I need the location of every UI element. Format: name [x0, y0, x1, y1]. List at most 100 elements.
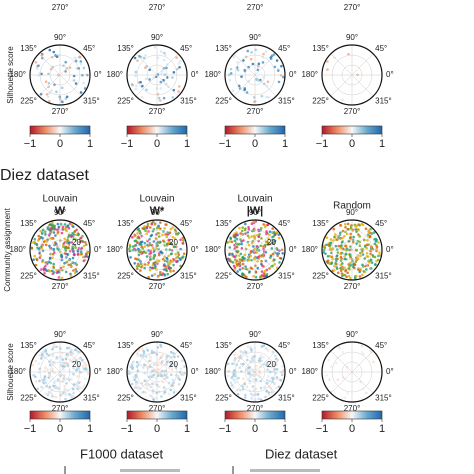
point [341, 274, 344, 278]
point [260, 262, 263, 266]
point [238, 264, 242, 268]
grid-spoke [59, 74, 82, 97]
point [337, 236, 341, 239]
point [65, 95, 69, 99]
angle-label: 225° [312, 393, 329, 402]
point [147, 275, 150, 279]
point [249, 392, 253, 396]
point [170, 252, 173, 255]
point [75, 233, 78, 237]
point [171, 351, 175, 355]
point [47, 81, 51, 85]
point [55, 90, 58, 94]
point [341, 351, 345, 354]
point [38, 367, 42, 371]
point [79, 62, 83, 66]
point [172, 378, 175, 382]
point [240, 242, 243, 246]
colorbar-tick-label: 0 [154, 138, 160, 150]
polar-plot: 90° 45° 0° 315° 270° 225° 180° 135° [301, 33, 393, 116]
point [336, 251, 340, 254]
point [373, 231, 376, 234]
point [234, 233, 238, 237]
point [34, 359, 38, 363]
point [133, 378, 136, 381]
point [60, 276, 64, 280]
angle-label: 0° [191, 70, 199, 79]
point [47, 85, 50, 89]
polar-plot: 90° 45° 0° 315° 270° 225° 180° 135° [204, 330, 296, 413]
point [233, 357, 237, 360]
point [250, 359, 253, 363]
point [255, 248, 259, 252]
point [56, 222, 60, 226]
point [64, 270, 68, 274]
point [181, 242, 185, 245]
point [245, 275, 248, 279]
grid-spoke [135, 371, 158, 394]
point [239, 350, 243, 353]
point [74, 82, 78, 85]
point [364, 227, 368, 231]
point [378, 253, 382, 257]
point [156, 372, 160, 375]
section-title: Diez dataset [0, 167, 89, 184]
point [252, 357, 256, 360]
point [265, 389, 269, 393]
point [233, 362, 236, 365]
point [128, 379, 132, 383]
point [139, 363, 143, 367]
angle-label: 90° [249, 330, 261, 339]
point [44, 381, 47, 384]
point [67, 243, 71, 246]
point [176, 374, 180, 378]
point [339, 246, 342, 250]
point [151, 388, 155, 392]
grid-spoke [233, 74, 256, 97]
point [134, 70, 138, 74]
colorbar-tick-label: 0 [57, 138, 63, 150]
point [269, 56, 273, 59]
point [152, 256, 156, 259]
point [131, 245, 135, 248]
point [47, 72, 50, 76]
point [369, 227, 372, 231]
point [248, 379, 251, 383]
grid-spoke [38, 53, 61, 76]
point [50, 269, 54, 273]
point [77, 233, 81, 236]
point [241, 262, 245, 266]
angle-label: 315° [83, 393, 100, 402]
point [144, 54, 147, 57]
point [257, 235, 261, 238]
point [366, 255, 370, 258]
point [72, 391, 75, 395]
point [139, 269, 142, 272]
colorbar-tick-label: 1 [282, 138, 288, 150]
point [135, 352, 139, 356]
point [262, 356, 265, 359]
point [261, 61, 265, 64]
point [252, 274, 255, 278]
point [233, 359, 236, 362]
point [348, 265, 351, 268]
point [344, 252, 348, 256]
point [60, 392, 63, 396]
point [149, 371, 153, 375]
point [152, 76, 155, 79]
point [228, 246, 232, 249]
angle-label: 180° [301, 70, 318, 79]
point [232, 385, 235, 388]
radial-label: 20 [267, 238, 276, 247]
point [48, 48, 52, 52]
point [75, 67, 78, 70]
point [43, 375, 47, 379]
point [359, 268, 362, 271]
grid-spoke [330, 249, 353, 272]
point [154, 237, 158, 240]
point [64, 393, 68, 397]
point [163, 227, 166, 230]
point [68, 358, 72, 362]
point [263, 274, 266, 278]
point [336, 257, 339, 261]
